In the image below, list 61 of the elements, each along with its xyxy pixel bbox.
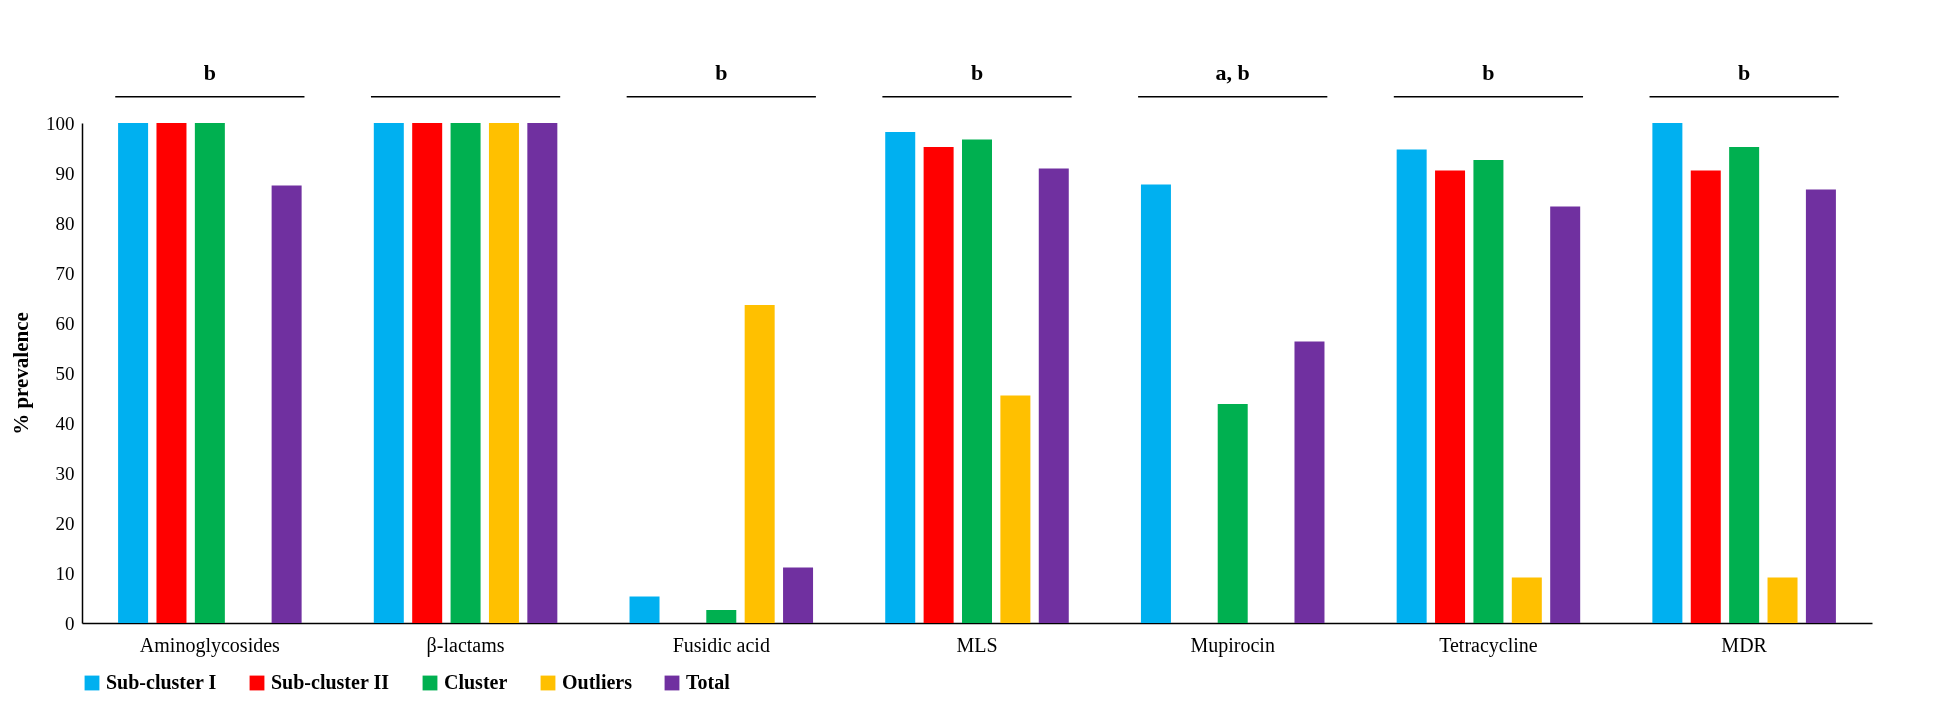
bar: [1473, 160, 1504, 623]
x-tick-label: MDR: [1721, 633, 1768, 656]
x-tick-label: Fusidic acid: [672, 633, 770, 656]
bar: [156, 123, 187, 623]
x-tick-label: Aminoglycosides: [139, 633, 281, 657]
bar: [527, 123, 558, 623]
bar: [1690, 170, 1721, 623]
text: a, b: [1215, 60, 1250, 85]
bar: [1511, 577, 1542, 623]
legend-label: Sub-cluster II: [271, 671, 390, 693]
x-tick-label: β-lactams: [426, 633, 505, 657]
y-tick-label: 10: [55, 562, 75, 584]
legend-label: Outliers: [562, 671, 633, 693]
bar: [744, 305, 775, 623]
bar: [412, 123, 443, 623]
x-tick-label: Mupirocin: [1190, 633, 1275, 657]
y-tick-label: 60: [55, 312, 75, 334]
text: b: [1482, 60, 1495, 85]
bar: [194, 123, 225, 623]
bar: [962, 139, 992, 623]
bar: [783, 567, 814, 623]
bar: [629, 596, 660, 623]
bar: [706, 610, 737, 623]
bar: [1396, 149, 1427, 623]
bar: [923, 147, 954, 623]
text: b: [715, 60, 728, 85]
bar: [1435, 170, 1466, 623]
bar: [271, 185, 302, 623]
y-tick-label: 90: [55, 162, 75, 184]
legend-label: Sub-cluster I: [106, 671, 217, 693]
bar: [1767, 577, 1798, 623]
y-tick-label: 0: [65, 612, 75, 634]
y-tick-label: 50: [55, 362, 75, 384]
x-tick-label: Tetracycline: [1439, 633, 1538, 657]
bar: [1038, 168, 1069, 623]
bar: [1000, 395, 1031, 623]
y-tick-label: 40: [55, 412, 75, 434]
bar: [885, 132, 916, 623]
bar: [1652, 123, 1683, 623]
y-tick-label: 30: [55, 462, 75, 484]
bar: [118, 123, 149, 623]
bar: [1805, 189, 1836, 623]
x-tick-label: MLS: [956, 633, 998, 656]
bar: [1140, 184, 1171, 623]
bar: [1729, 147, 1760, 623]
bar: [1294, 341, 1325, 623]
bar: [373, 123, 404, 623]
y-tick-label: 80: [55, 212, 75, 234]
bar: [1550, 206, 1581, 623]
text: b: [1738, 60, 1751, 85]
bar: [450, 123, 481, 623]
y-axis-title: % prevalence: [9, 312, 33, 435]
text: b: [203, 60, 216, 85]
bar: [488, 123, 519, 623]
bar: [1217, 404, 1248, 623]
text: b: [970, 60, 984, 85]
y-tick-label: 70: [55, 262, 75, 284]
legend-label: Cluster: [444, 671, 508, 693]
y-tick-label: 20: [55, 512, 75, 534]
y-tick-label: 100: [46, 112, 75, 134]
legend-label: Total: [686, 671, 731, 693]
